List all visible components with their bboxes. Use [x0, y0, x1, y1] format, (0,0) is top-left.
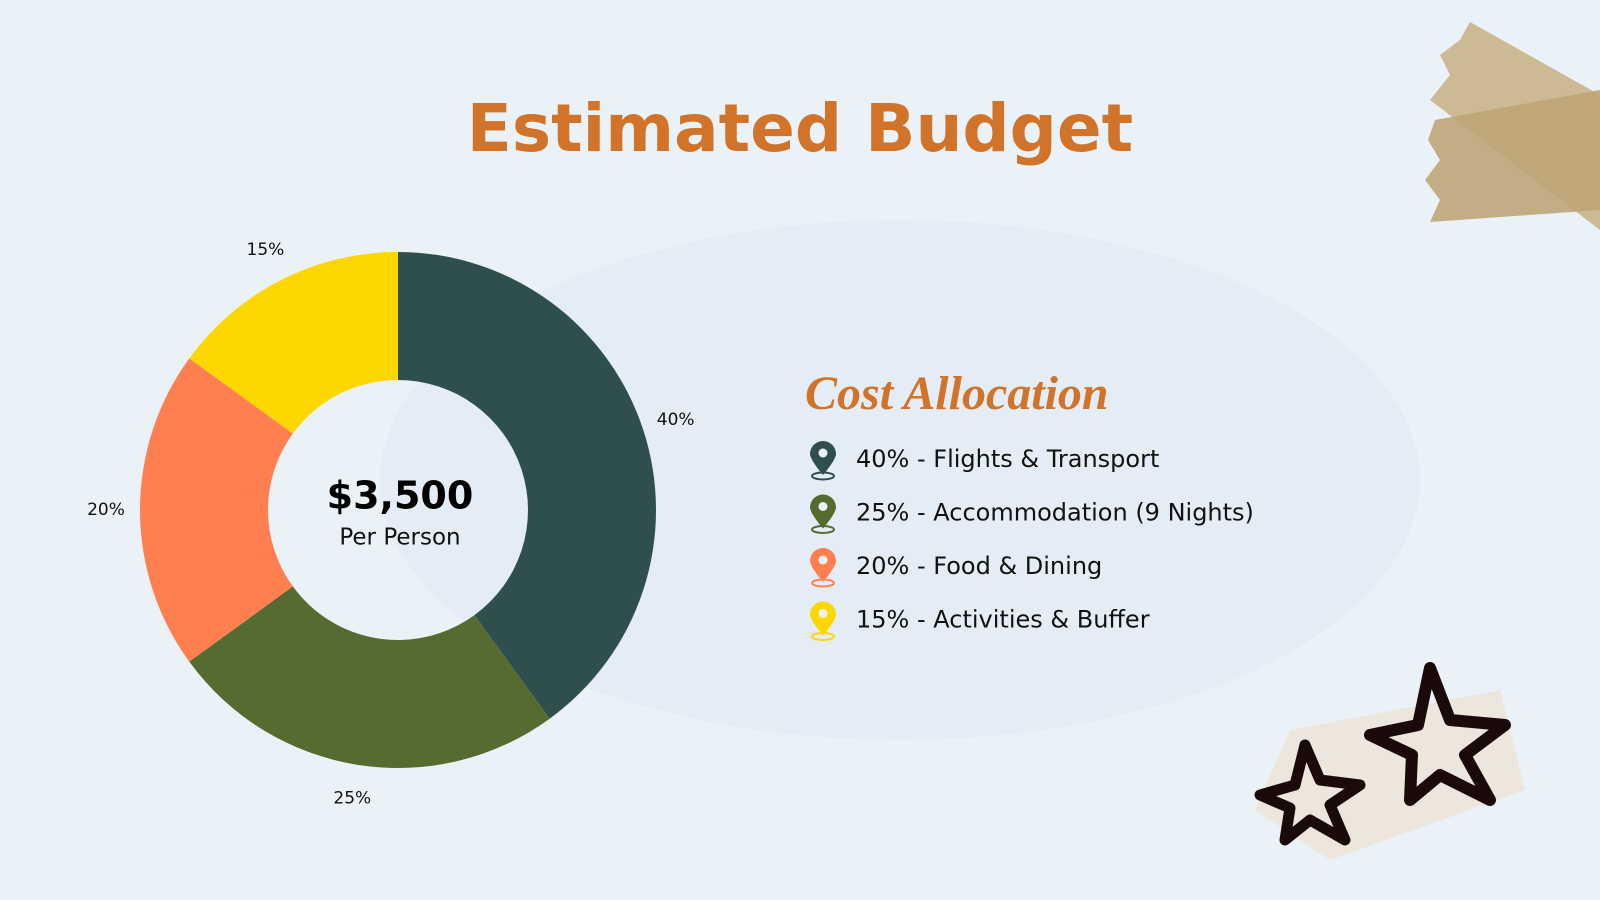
legend-label: 40% - Flights & Transport [856, 445, 1159, 473]
stars-sticker [1254, 662, 1525, 860]
legend-label: 15% - Activities & Buffer [856, 606, 1150, 634]
tape [1425, 22, 1600, 230]
center-sublabel: Per Person [339, 525, 460, 551]
value-label: 40% [657, 410, 695, 430]
legend-pin-base [811, 632, 835, 641]
title: Estimated Budget [467, 90, 1133, 167]
legend-pin-base [811, 471, 835, 481]
legend: 40% - Flights & Transport 25% - Accommoda… [810, 441, 1254, 641]
legend-label: 25% - Accommodation (9 Nights) [856, 499, 1254, 527]
donut-slice [189, 252, 398, 434]
legend-pin [810, 441, 836, 475]
donut-slice [140, 358, 293, 662]
center-label: $3,500 [327, 474, 474, 518]
value-label: 15% [247, 240, 285, 260]
legend-title: Cost Allocation [805, 367, 1109, 420]
legend-pin [810, 601, 836, 636]
map-backdrop [380, 220, 1420, 740]
value-label: 20% [87, 500, 125, 520]
donut-slice [398, 252, 656, 719]
donut-slice [189, 586, 550, 768]
legend-pin [810, 548, 836, 582]
legend-pin [810, 494, 836, 529]
legend-pin-dot [818, 448, 828, 458]
legend-pin-base [811, 525, 835, 534]
legend-label: 20% - Food & Dining [856, 552, 1102, 580]
legend-pin-base [811, 578, 835, 588]
legend-pin-dot [818, 555, 828, 565]
legend-pin-dot [818, 609, 828, 618]
donut-chart: 40% 25% 20% 15% [87, 240, 695, 809]
value-label: 25% [333, 788, 371, 808]
legend-pin-dot [818, 502, 828, 511]
